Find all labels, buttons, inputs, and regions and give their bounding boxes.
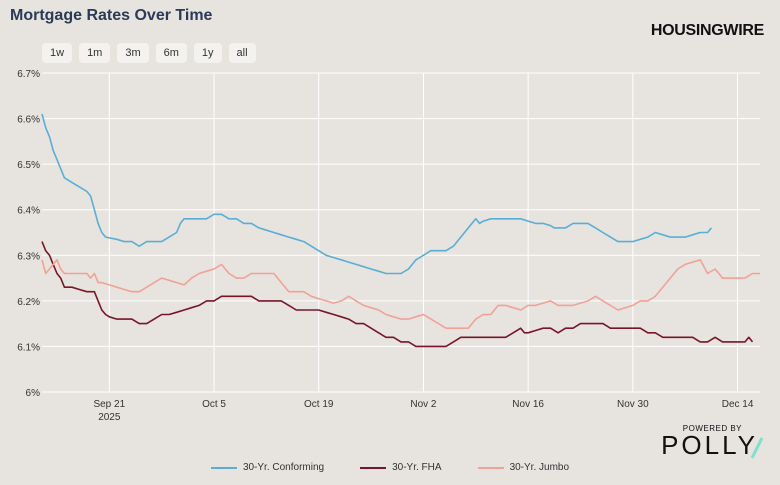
range-button-6m[interactable]: 6m [155, 43, 187, 63]
range-selector: 1w 1m 3m 6m 1y all [42, 43, 256, 63]
y-tick-label: 6.7% [17, 69, 40, 80]
range-button-1y[interactable]: 1y [193, 43, 222, 63]
x-tick-sublabel: 2025 [98, 412, 121, 423]
legend-label-conforming: 30-Yr. Conforming [242, 462, 325, 473]
x-tick-label: Oct 5 [202, 399, 226, 410]
y-tick-label: 6.1% [17, 342, 40, 353]
legend-swatch-conforming [210, 466, 237, 469]
x-tick-label: Sep 21 [93, 399, 125, 410]
y-tick-label: 6.5% [17, 160, 40, 171]
legend-label-fha: 30-Yr. FHA [392, 462, 442, 473]
legend-item-conforming[interactable]: 30-Yr. Conforming [210, 462, 325, 473]
legend-label-jumbo: 30-Yr. Jumbo [509, 462, 570, 473]
legend-swatch-fha [360, 466, 387, 469]
y-tick-label: 6.6% [17, 115, 40, 126]
range-button-3m[interactable]: 3m [117, 43, 149, 63]
polly-slash-icon [750, 437, 764, 459]
series-line-conforming [41, 113, 713, 275]
series-line-jumbo [41, 259, 760, 329]
x-tick-label: Dec 14 [722, 399, 754, 410]
legend-item-jumbo[interactable]: 30-Yr. Jumbo [477, 462, 570, 473]
range-button-1m[interactable]: 1m [79, 43, 111, 63]
chart-title: Mortgage Rates Over Time [10, 7, 213, 24]
legend-swatch-jumbo [477, 466, 504, 469]
housingwire-logo: HOUSINGWIRE [650, 22, 764, 39]
polly-logo: POLLY [661, 430, 758, 460]
powered-by-label: POWERED BY [682, 424, 742, 433]
range-button-1w[interactable]: 1w [42, 43, 73, 63]
chart-legend: 30-Yr. Conforming 30-Yr. FHA 30-Yr. Jumb… [0, 462, 780, 473]
range-button-all[interactable]: all [228, 43, 256, 63]
y-tick-label: 6.3% [17, 251, 40, 262]
series-line-fha [41, 241, 754, 348]
y-tick-label: 6.4% [17, 206, 40, 217]
y-tick-label: 6% [26, 388, 41, 399]
x-tick-label: Nov 16 [512, 399, 544, 410]
x-tick-label: Oct 19 [304, 399, 334, 410]
legend-item-fha[interactable]: 30-Yr. FHA [360, 462, 442, 473]
x-tick-label: Nov 2 [410, 399, 437, 410]
x-tick-label: Nov 30 [617, 399, 649, 410]
y-tick-label: 6.2% [17, 297, 40, 308]
